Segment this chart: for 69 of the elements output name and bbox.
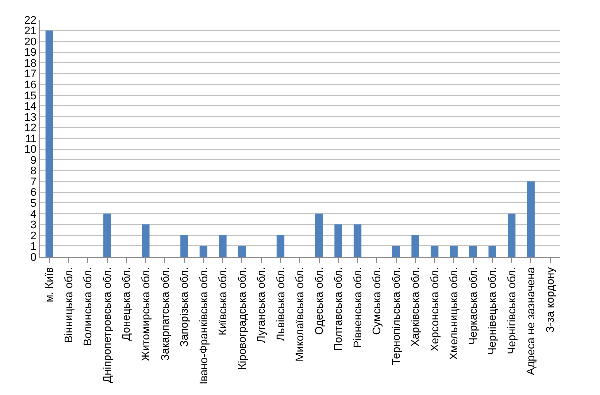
x-tick-label: Полтавська обл. <box>333 267 346 352</box>
bar <box>142 224 150 257</box>
y-tick-label: 8 <box>30 166 37 178</box>
y-tick-label: 20 <box>24 36 37 48</box>
y-tick-label: 22 <box>24 14 37 27</box>
bar <box>412 235 420 257</box>
x-tick-label: Одеська обл. <box>314 267 326 336</box>
x-tick-label: Чернігівська обл. <box>506 267 518 355</box>
x-tick-label: Кіровоградська обл. <box>236 267 249 370</box>
y-tick-label: 19 <box>24 47 37 60</box>
bar <box>276 235 285 257</box>
y-tick-label: 11 <box>25 133 37 146</box>
x-tick-label: Тернопільська обл. <box>390 267 403 366</box>
y-tick-label: 5 <box>30 198 37 210</box>
x-tick-label: Луганська обл. <box>256 267 268 344</box>
x-tick-label: Дніпропетровська обл. <box>102 267 114 384</box>
y-tick-label: 6 <box>30 187 37 200</box>
x-tick-label: Сумська обл. <box>372 267 384 336</box>
y-tick-label: 9 <box>30 154 37 167</box>
x-tick-label: Рівненська обл. <box>352 267 364 348</box>
bar <box>219 235 227 257</box>
bar <box>392 246 400 257</box>
bar <box>450 246 458 257</box>
bar <box>104 214 112 257</box>
x-tick-label: Волинська обл. <box>82 267 95 346</box>
x-tick-label: Житомирська обл. <box>140 267 153 362</box>
y-tick-label: 17 <box>24 68 37 81</box>
x-tick-label: Вінницька обл. <box>63 267 76 344</box>
y-tick-label: 15 <box>24 90 37 102</box>
bar <box>488 246 496 257</box>
y-tick-label: 3 <box>30 220 37 232</box>
bar <box>334 224 342 257</box>
y-tick-label: 7 <box>30 176 37 188</box>
x-tick-label: Харківська обл. <box>410 267 422 347</box>
y-tick-label: 21 <box>24 26 37 38</box>
y-tick-label: 1 <box>30 241 37 254</box>
y-tick-label: 0 <box>30 252 37 264</box>
x-tick-label: Адреса не зазначена <box>526 266 538 376</box>
bar <box>354 224 362 257</box>
y-tick-label: 16 <box>24 79 37 92</box>
y-tick-label: 4 <box>30 208 37 221</box>
x-tick-label: Чернівецька обл. <box>487 267 500 355</box>
y-tick-label: 10 <box>24 144 37 156</box>
bar <box>527 182 535 257</box>
bar <box>46 30 54 257</box>
y-tick-label: 18 <box>24 58 37 70</box>
y-tick-label: 12 <box>24 122 37 135</box>
bar <box>430 246 439 257</box>
bar <box>469 246 478 257</box>
y-tick-label: 14 <box>24 101 37 114</box>
x-tick-label: З-за кордону <box>544 266 557 333</box>
x-tick-label: Черкаська обл. <box>468 267 480 346</box>
x-tick-label: Запорізька обл. <box>179 267 192 348</box>
x-tick-label: Херсонська обл. <box>429 267 442 352</box>
x-tick-label: Львівська обл. <box>275 267 288 342</box>
x-tick-label: Миколаївська обл. <box>294 267 307 362</box>
x-tick-label: Хмельницька обл. <box>448 267 461 360</box>
bar <box>180 235 188 257</box>
x-tick-label: Київська обл. <box>218 267 230 336</box>
y-tick-label: 13 <box>24 112 37 124</box>
x-tick-label: Івано-Франківська обл. <box>198 267 210 385</box>
y-tick-label: 2 <box>30 230 37 242</box>
x-tick-label: Донецька обл. <box>121 267 134 341</box>
x-tick-label: Закарпатська обл. <box>160 267 172 362</box>
x-tick-label: м. Київ <box>44 267 56 303</box>
bar <box>315 214 324 257</box>
bar <box>200 246 208 257</box>
bar <box>238 246 246 257</box>
bar <box>508 214 516 257</box>
